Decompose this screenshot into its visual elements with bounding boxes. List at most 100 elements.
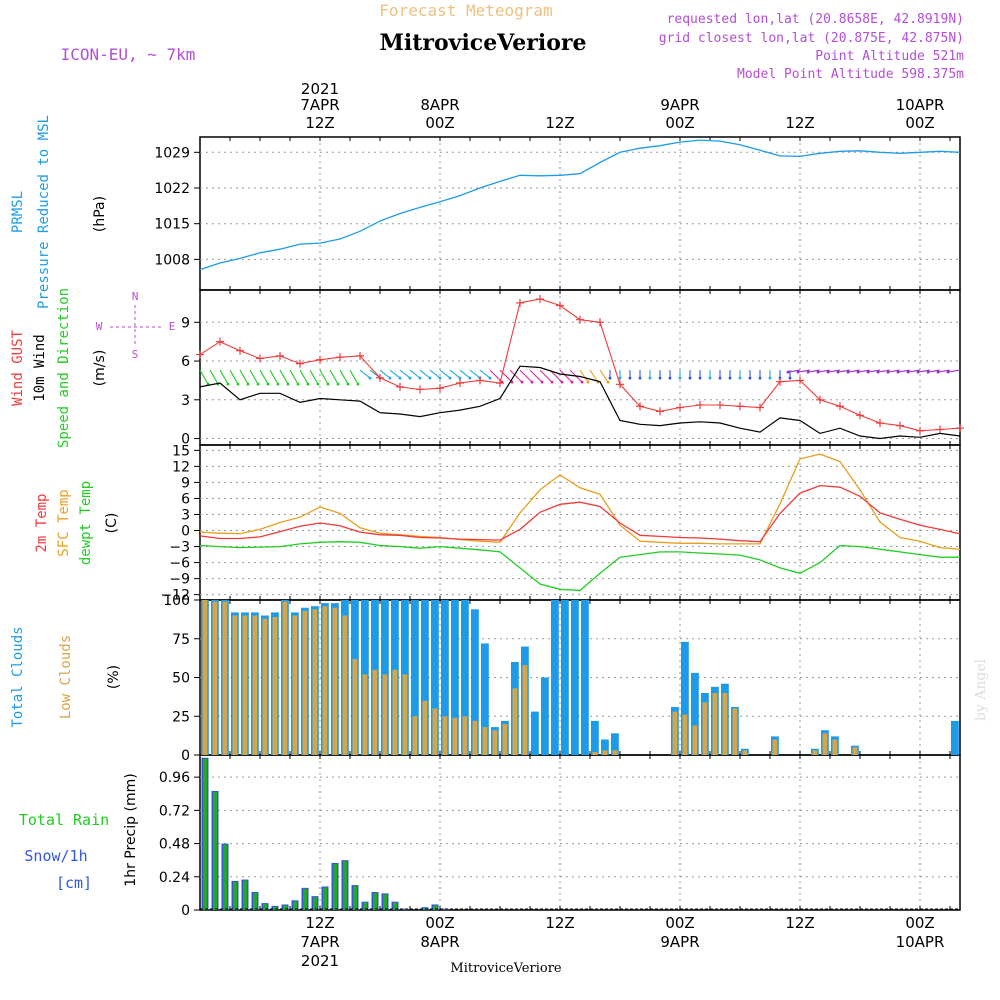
wind-arrow-head	[916, 370, 920, 374]
wind-arrow	[579, 369, 589, 383]
bottom-time-label: 12Z	[545, 914, 574, 932]
total-cloud-bar	[421, 600, 429, 755]
wind-arrow	[897, 369, 911, 373]
y-tick-label: 6	[181, 354, 190, 370]
top-time-label: 00Z	[905, 114, 934, 132]
total-cloud-bar	[691, 672, 699, 755]
low-cloud-bar	[832, 739, 838, 755]
precip-bar-inner	[353, 886, 357, 910]
y-tick-label: 1022	[154, 181, 190, 197]
wind-arrow-head	[468, 376, 472, 380]
wind-arrow	[917, 369, 931, 373]
gust-marker	[956, 424, 964, 433]
pressure-panel-labels: PRMSL Pressure Reduced to MSL (hPa)	[10, 115, 108, 309]
total-cloud-bar	[551, 600, 559, 755]
wind-arrow-head	[346, 382, 350, 386]
low-cloud-bar	[292, 615, 298, 755]
gust-marker	[636, 402, 644, 411]
wind-arrow	[289, 369, 299, 385]
total-cloud-bar	[461, 600, 469, 755]
gust-marker	[436, 384, 444, 393]
gust-marker	[796, 376, 804, 385]
low-cloud-bar	[502, 724, 508, 755]
wind-arrow-head	[718, 376, 722, 380]
wind-arrow	[469, 369, 481, 379]
bottom-time-label: 12Z	[305, 914, 334, 932]
wind-arrow-head	[306, 382, 310, 386]
wind-arrow-head	[336, 382, 340, 386]
low-cloud-bar	[472, 720, 478, 755]
temp-panel-labels: 2m Temp SFC Temp dewpt Temp (C)	[34, 481, 120, 565]
top-time-label: 00Z	[665, 114, 694, 132]
panel-frame	[199, 136, 961, 291]
precip-bar-inner	[323, 887, 327, 910]
total-cloud-bar	[431, 600, 439, 755]
gust-marker	[756, 403, 764, 412]
low-cloud-bar	[382, 674, 388, 755]
y-tick-label: −12	[160, 588, 190, 604]
wind-arrow-head	[816, 370, 820, 374]
wind-arrow-head	[586, 380, 590, 384]
total-cloud-bar	[451, 600, 459, 755]
compass-north: N	[132, 290, 139, 303]
station-title: MitroviceVeriore	[380, 30, 587, 56]
low-cloud-bar	[222, 601, 228, 755]
wind-arrow	[807, 369, 821, 373]
wind-arrow-head	[266, 382, 270, 386]
wind-arrow-head	[876, 370, 880, 374]
top-time-label: 2021	[301, 80, 339, 98]
compass-east: E	[169, 320, 176, 333]
top-time-label: 12Z	[305, 114, 334, 132]
precip-bar-inner	[263, 904, 267, 910]
wind-arrow	[359, 369, 371, 379]
wind-arrow	[847, 369, 861, 373]
low-cloud-bar	[822, 733, 828, 755]
wind-arrow-head	[836, 370, 840, 374]
gust-marker	[556, 301, 564, 310]
wind-speed-line	[199, 365, 961, 440]
gust-marker	[616, 380, 624, 389]
gust-marker	[596, 318, 604, 327]
low-cloud-bar	[392, 669, 398, 755]
wind-arrow-head	[326, 382, 330, 386]
y-tick-label: −6	[169, 556, 190, 572]
y-tick-label: 0	[181, 524, 190, 540]
wind-arrow	[319, 369, 329, 385]
wind-arrow-head	[846, 370, 850, 374]
plot-area: 1008101510221029036915129630−3−6−9−12025…	[154, 80, 964, 970]
low-cloud-bar	[422, 700, 428, 755]
wind-arrow-head	[806, 370, 810, 374]
precip-bar-inner	[333, 863, 337, 910]
wind-arrow-head	[580, 380, 584, 384]
gust-marker	[856, 411, 864, 420]
y-tick-label: 0.24	[159, 870, 190, 886]
low-cloud-bar	[282, 601, 288, 755]
wind-panel-labels: Wind GUST 10m Wind Speed and Direction (…	[10, 288, 175, 448]
wind-arrow-head	[708, 376, 712, 380]
footer-station: MitroviceVeriore	[450, 961, 562, 976]
low-cloud-bar	[312, 609, 318, 755]
low-cloud-bar	[722, 693, 728, 755]
precip-bar-inner	[363, 902, 367, 910]
y-tick-label: 1015	[154, 217, 190, 233]
model-label: ICON-EU, ~ 7km	[61, 45, 196, 64]
low-cloud-bar	[732, 708, 738, 755]
y-tick-label: 9	[181, 475, 190, 491]
wind-arrow-head	[728, 376, 732, 380]
wind-arrow-head	[638, 376, 642, 380]
precip-bar-inner	[383, 894, 387, 910]
y-tick-label: 0.96	[159, 770, 190, 786]
precip-bar-inner	[343, 861, 347, 910]
wind-arrow-head	[226, 382, 230, 386]
low-cloud-bar	[612, 750, 618, 755]
total-cloud-bar	[591, 720, 599, 755]
y-tick-label: 6	[181, 491, 190, 507]
top-time-label: 7APR	[300, 96, 339, 114]
wind-arrow	[549, 369, 563, 383]
gust-marker	[816, 395, 824, 404]
pressure-label: PRMSL	[10, 191, 26, 233]
gust-marker	[336, 353, 344, 362]
wind-arrow	[499, 369, 513, 383]
wind-label: 10m Wind	[32, 334, 48, 401]
